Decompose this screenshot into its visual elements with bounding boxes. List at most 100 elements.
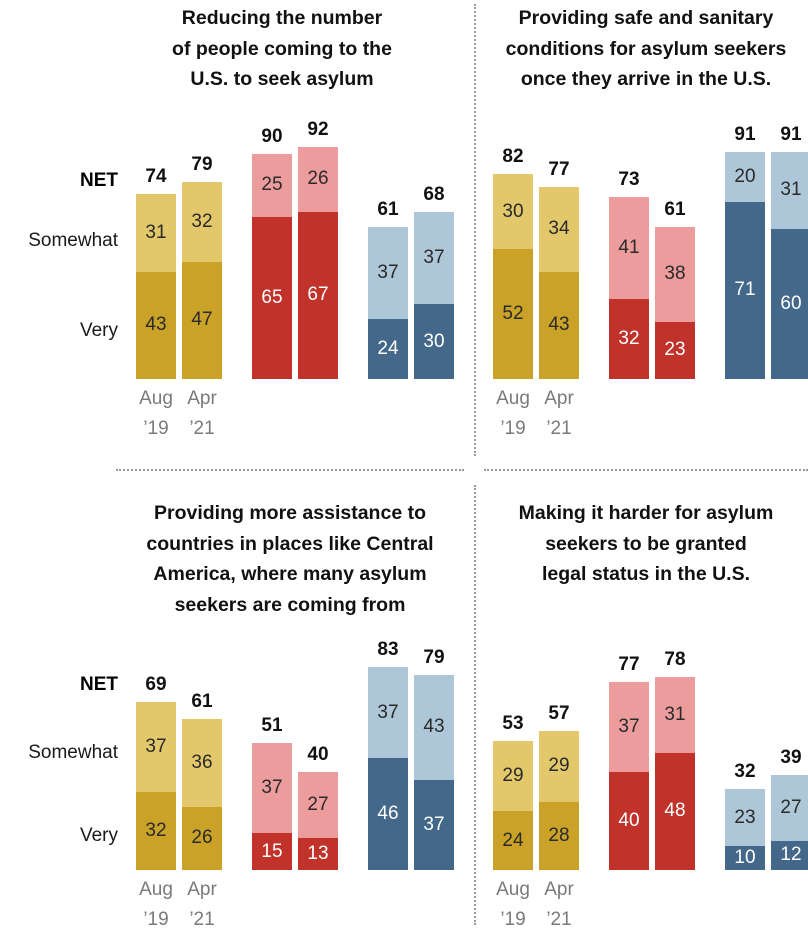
x-axis-label-line: Apr (544, 879, 574, 900)
x-axis-label-line: Apr (544, 388, 574, 409)
row-label-net-bottom: NET (80, 674, 118, 695)
segment-somewhat: 37 (368, 667, 408, 758)
segment-somewhat: 26 (298, 146, 338, 212)
vertical-divider-bottom (474, 485, 476, 925)
chart-title-line: seekers to be granted (545, 532, 747, 555)
segment-very: 24 (493, 811, 533, 870)
chart-title-line: Reducing the number (181, 7, 383, 29)
net-value-label: 83 (377, 639, 399, 661)
chart-title-line: legal status in the U.S. (541, 563, 751, 585)
segment-very: 23 (655, 321, 695, 379)
segment-somewhat: 37 (609, 682, 649, 773)
chart-title-1: Reducing the number of people coming to t… (120, 3, 444, 95)
segment-very: 26 (182, 806, 222, 870)
segment-somewhat: 29 (493, 740, 533, 812)
bar-red-apr21: 27 13 (298, 772, 338, 870)
net-value-label: 39 (780, 746, 802, 768)
x-axis-label-line: ’21 (189, 418, 215, 439)
net-value-label: 91 (734, 123, 756, 145)
segment-somewhat: 32 (182, 181, 222, 262)
segment-very: 65 (252, 216, 292, 379)
net-value-label: 79 (423, 646, 445, 668)
net-value-label: 74 (145, 166, 167, 187)
chart-title-line: countries in places like Central (146, 532, 434, 555)
net-value-label: 53 (502, 712, 524, 734)
segment-very: 32 (136, 791, 176, 870)
chart-title-3: Providing more assistance to countries in… (120, 498, 460, 620)
segment-very: 67 (298, 211, 338, 379)
segment-very: 13 (298, 838, 338, 870)
net-value-label: 77 (618, 654, 640, 676)
x-axis-label-line: ’19 (143, 418, 169, 439)
net-value-label: 79 (191, 153, 213, 175)
segment-very: 37 (414, 779, 454, 870)
segment-somewhat: 43 (414, 674, 454, 780)
bar-blue-aug19: 37 46 (368, 667, 408, 870)
row-label-somewhat-top: Somewhat (28, 230, 118, 251)
segment-somewhat: 36 (182, 718, 222, 807)
bar-blue-aug19: 37 24 (368, 226, 408, 379)
x-axis-label-line: Apr (187, 879, 217, 900)
chart-title-line: seekers are coming from (174, 593, 406, 616)
x-axis-label-aug19: Aug ’19 (483, 384, 543, 444)
bar-red-aug19: 37 15 (252, 743, 292, 870)
segment-somewhat: 25 (252, 154, 292, 217)
segment-somewhat: 34 (539, 186, 579, 272)
segment-somewhat: 37 (414, 211, 454, 304)
row-label-somewhat-bottom: Somewhat (28, 742, 118, 763)
segment-very: 43 (539, 271, 579, 379)
net-value-label: 61 (377, 198, 399, 220)
net-value-label: 51 (261, 715, 283, 737)
segment-very: 24 (368, 319, 408, 379)
x-axis-label-line: Aug (139, 879, 173, 900)
chart-title-4: Making it harder for asylum seekers to be… (484, 498, 808, 590)
x-axis-label-line: Apr (187, 388, 217, 409)
bar-red-apr21: 38 23 (655, 226, 695, 379)
net-value-label: 32 (734, 761, 756, 783)
segment-somewhat: 37 (252, 743, 292, 834)
chart-title-line: Making it harder for asylum (518, 502, 774, 524)
horizontal-divider-right (484, 469, 808, 471)
x-axis-label-aug19: Aug ’19 (126, 384, 186, 444)
x-axis-label-line: ’19 (500, 418, 526, 439)
x-axis-label-apr21: Apr ’21 (529, 875, 589, 930)
bar-blue-apr21: 37 30 (414, 211, 454, 379)
segment-somewhat: 27 (771, 774, 808, 841)
net-value-label: 61 (664, 198, 686, 220)
bar-blue-apr21: 31 60 (771, 151, 808, 379)
bar-blue-apr21: 27 12 (771, 774, 808, 870)
segment-very: 10 (725, 845, 765, 870)
x-axis-label-line: Aug (496, 879, 530, 900)
bar-gold-apr21: 32 47 (182, 181, 222, 379)
net-value-label: 78 (664, 649, 686, 671)
segment-somewhat: 37 (368, 226, 408, 319)
net-value-label: 82 (502, 146, 524, 167)
segment-very: 32 (609, 299, 649, 379)
segment-very: 30 (414, 304, 454, 379)
segment-somewhat: 31 (771, 151, 808, 229)
bar-gold-apr21: 34 43 (539, 186, 579, 379)
segment-very: 40 (609, 772, 649, 870)
chart-title-line: Providing more assistance to (153, 502, 426, 524)
net-value-label: 91 (780, 123, 802, 145)
segment-somewhat: 31 (655, 677, 695, 753)
segment-very: 43 (136, 271, 176, 379)
chart-title-line: America, where many asylum (153, 563, 427, 585)
bar-blue-aug19: 20 71 (725, 151, 765, 379)
bar-red-apr21: 31 48 (655, 677, 695, 870)
bar-blue-aug19: 23 10 (725, 789, 765, 870)
segment-somewhat: 20 (725, 151, 765, 202)
segment-somewhat: 37 (136, 701, 176, 792)
chart-title-line: once they arrive in the U.S. (520, 68, 772, 90)
chart-title-line: Providing safe and sanitary (518, 7, 774, 29)
bar-blue-apr21: 43 37 (414, 674, 454, 870)
horizontal-divider-left (116, 469, 464, 471)
bar-red-apr21: 26 67 (298, 146, 338, 379)
bar-gold-aug19: 29 24 (493, 740, 533, 870)
row-label-net-top: NET (80, 170, 118, 191)
chart-title-line: conditions for asylum seekers (505, 37, 787, 60)
segment-somewhat: 31 (136, 194, 176, 272)
segment-very: 71 (725, 201, 765, 379)
net-value-label: 90 (261, 126, 283, 147)
net-value-label: 40 (307, 744, 329, 766)
